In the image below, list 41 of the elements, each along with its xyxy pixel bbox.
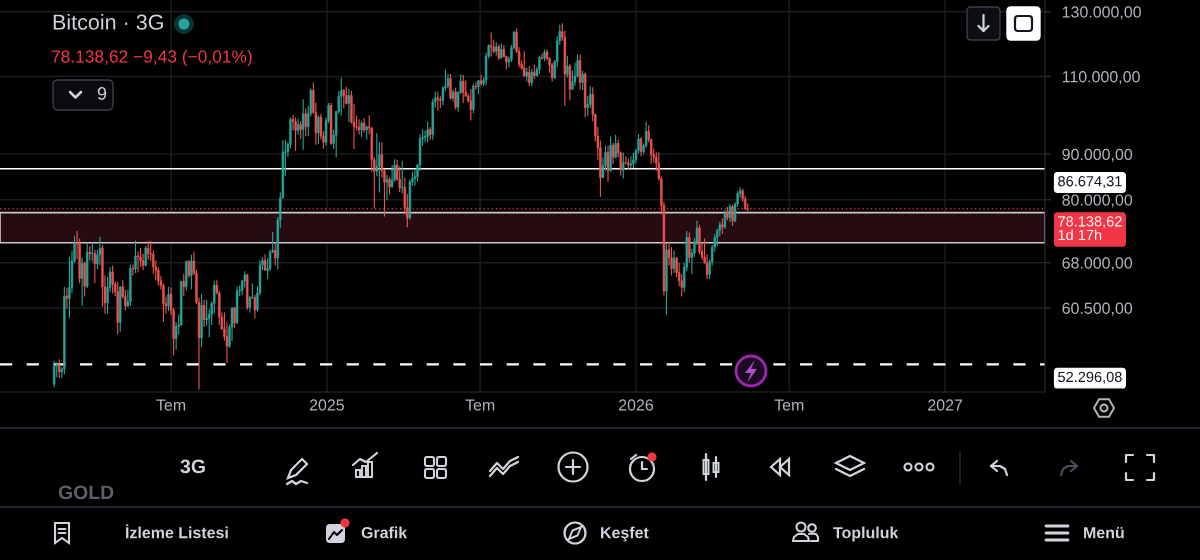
text: İzleme Listesi <box>126 524 228 539</box>
text: Menü <box>1084 527 1124 539</box>
candlestick <box>182 273 185 297</box>
candlestick <box>294 117 297 152</box>
candlestick <box>566 55 569 79</box>
candlestick <box>167 286 170 312</box>
candlestick <box>340 77 343 116</box>
text: Grafik <box>361 526 408 539</box>
x-tick-label: 2027 <box>928 399 963 411</box>
text: GOLD <box>58 485 114 500</box>
x-tick-label: Tem <box>774 399 804 411</box>
y-tick-label: 80.000,00 <box>1062 194 1133 208</box>
ref-line-label: 52.296,08 <box>1058 371 1122 384</box>
candlestick <box>83 261 86 298</box>
candlestick <box>670 246 673 277</box>
text: Keşfet <box>601 526 649 542</box>
annotation: 9 <box>97 87 107 100</box>
candlestick <box>731 204 734 227</box>
x-tick-label: 2025 <box>309 399 344 411</box>
candlestick <box>723 209 727 230</box>
text: 3G <box>180 459 205 474</box>
candlestick <box>98 236 102 266</box>
x-tick-label: Tem <box>465 399 495 411</box>
candlestick <box>581 70 584 91</box>
candlestick <box>274 242 277 267</box>
y-tick-label: 68.000,00 <box>1062 257 1133 271</box>
candlestick <box>688 232 691 264</box>
y-tick-label: 130.000,00 <box>1062 6 1141 20</box>
candlestick <box>134 240 137 274</box>
y-tick-label: 60.500,00 <box>1062 302 1133 316</box>
text: Bitcoin · 3G <box>53 13 163 30</box>
text: Topluluk <box>833 526 899 542</box>
text: 78.138,62 −9,43 (−0,01%) <box>51 49 252 67</box>
ref-line-label: 86.674,31 <box>1058 176 1122 189</box>
x-tick-label: 2026 <box>619 399 654 411</box>
y-tick-label: 110.000,00 <box>1062 71 1140 85</box>
candlestick <box>573 62 577 87</box>
candlestick <box>131 263 135 277</box>
x-tick-label: Tem <box>156 399 186 411</box>
y-tick-label: 90.000,00 <box>1062 148 1133 162</box>
ref-line-label: 78.138,62 1d 17h <box>1058 216 1122 241</box>
